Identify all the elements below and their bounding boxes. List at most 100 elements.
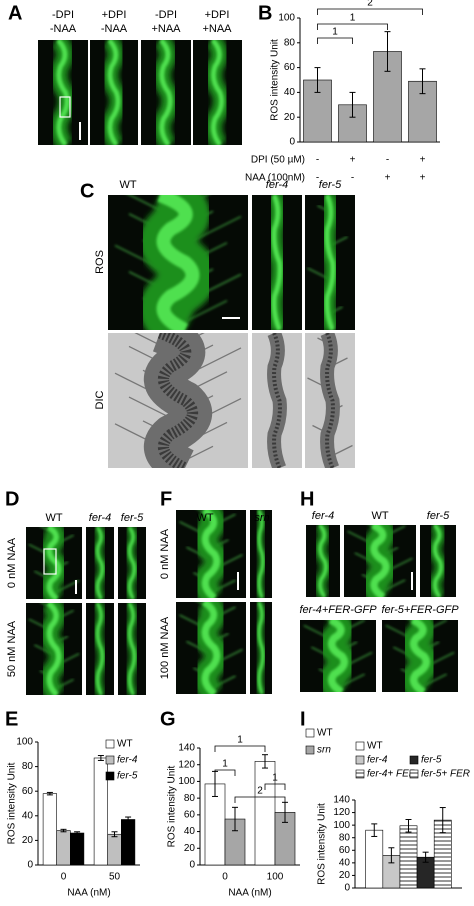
image-label: +DPI <box>205 9 230 21</box>
root-core <box>127 603 136 695</box>
y-tick-label: 140 <box>333 795 350 806</box>
y-tick-label: 20 <box>22 835 34 846</box>
image-content <box>28 527 80 599</box>
panel-letter: D <box>5 488 19 510</box>
image-label: fer-5 <box>427 510 450 522</box>
bar <box>107 833 122 866</box>
micrograph <box>118 527 146 599</box>
bar <box>56 830 71 866</box>
image-label: fer-5 <box>319 179 342 191</box>
y-tick-label: 40 <box>184 826 196 837</box>
legend-swatch <box>305 745 315 755</box>
y-tick-label: 60 <box>184 809 196 820</box>
error-bar <box>74 831 81 835</box>
y-tick-label: 60 <box>284 62 296 73</box>
image-label: WT <box>196 512 213 524</box>
legend-label: fer-5 <box>421 755 442 766</box>
error-bar <box>97 755 104 761</box>
significance-label: 1 <box>237 735 243 746</box>
image-label: 0 nM NAA <box>6 537 18 588</box>
root-core <box>201 602 221 694</box>
error-bar <box>349 91 356 118</box>
image-content <box>303 620 373 692</box>
micrograph <box>86 603 114 695</box>
image-label: fer-4+FER-GFP <box>299 604 377 616</box>
root-core <box>271 195 283 330</box>
significance-bracket <box>214 745 266 752</box>
legend-label: WT <box>367 741 383 752</box>
bar <box>93 757 108 866</box>
x-tick-label: 0 <box>222 872 228 883</box>
y-tick-label: 20 <box>184 843 196 854</box>
image-label: 0 nM NAA <box>159 528 171 579</box>
x-tick-label: 0 <box>61 872 67 883</box>
image-label: fer-4 <box>312 510 334 522</box>
panel-letter: G <box>160 708 176 730</box>
y-axis-label: ROS intensity Unit <box>167 765 178 847</box>
micrograph <box>305 333 355 468</box>
image-content <box>101 40 127 145</box>
x-axis-label: NAA (nM) <box>67 888 110 899</box>
micrograph <box>176 602 246 694</box>
panel-letter: C <box>80 180 94 202</box>
error-bar <box>232 806 238 832</box>
image-label: WT <box>45 512 62 524</box>
root-core <box>324 195 336 330</box>
significance-label: 2 <box>257 786 263 797</box>
y-tick-label: 80 <box>184 793 196 804</box>
x-tick-label: 50 <box>109 872 121 883</box>
panel-letter: H <box>300 488 314 510</box>
image-label: fer-5 <box>121 512 144 524</box>
image-content <box>153 40 179 145</box>
micrograph <box>250 602 272 694</box>
image-label: +DPI <box>102 9 127 21</box>
micrograph <box>344 525 416 597</box>
significance-label: 1 <box>350 13 356 24</box>
root-core <box>257 510 265 598</box>
legend-swatch <box>409 755 419 765</box>
y-tick-label: 80 <box>22 761 34 772</box>
micrograph <box>420 525 456 597</box>
legend-swatch <box>105 755 115 765</box>
legend-label: fer-5 <box>117 771 138 782</box>
error-bar <box>384 31 391 72</box>
root-core <box>201 510 221 598</box>
error-bar <box>388 847 395 864</box>
y-tick-label: 0 <box>189 860 195 871</box>
x-row-value: - <box>316 155 319 166</box>
significance-label: 1 <box>332 27 338 38</box>
y-tick-label: 0 <box>27 860 33 871</box>
image-content <box>50 40 76 145</box>
y-tick-label: 60 <box>339 845 351 856</box>
y-tick-label: 0 <box>344 883 350 894</box>
significance-bracket <box>317 23 388 30</box>
error-bar <box>111 831 118 838</box>
bar <box>121 819 136 866</box>
x-row-value: - <box>351 173 354 184</box>
image-content <box>265 195 289 330</box>
error-bar <box>46 791 53 796</box>
image-content <box>114 333 242 468</box>
image-content <box>179 602 243 694</box>
error-bar <box>422 851 429 863</box>
root-core <box>46 603 62 695</box>
legend-label: srn <box>317 745 331 756</box>
y-axis-label: ROS intensity Unit <box>7 762 18 844</box>
root-core <box>272 333 282 468</box>
image-content <box>204 40 231 145</box>
image-content <box>385 620 455 692</box>
micrograph <box>108 195 248 330</box>
panel-letter: I <box>300 708 306 730</box>
image-label: -NAA <box>50 23 77 35</box>
image-label: 100 nM NAA <box>159 616 171 679</box>
micrograph <box>26 603 82 695</box>
legend-label: fer-5+ FER <box>421 769 470 780</box>
image-content <box>28 603 80 695</box>
image-content <box>124 603 140 695</box>
micrograph <box>26 527 82 599</box>
micrograph <box>176 510 246 598</box>
image-content <box>114 195 242 330</box>
image-label: 50 nM NAA <box>6 620 18 677</box>
